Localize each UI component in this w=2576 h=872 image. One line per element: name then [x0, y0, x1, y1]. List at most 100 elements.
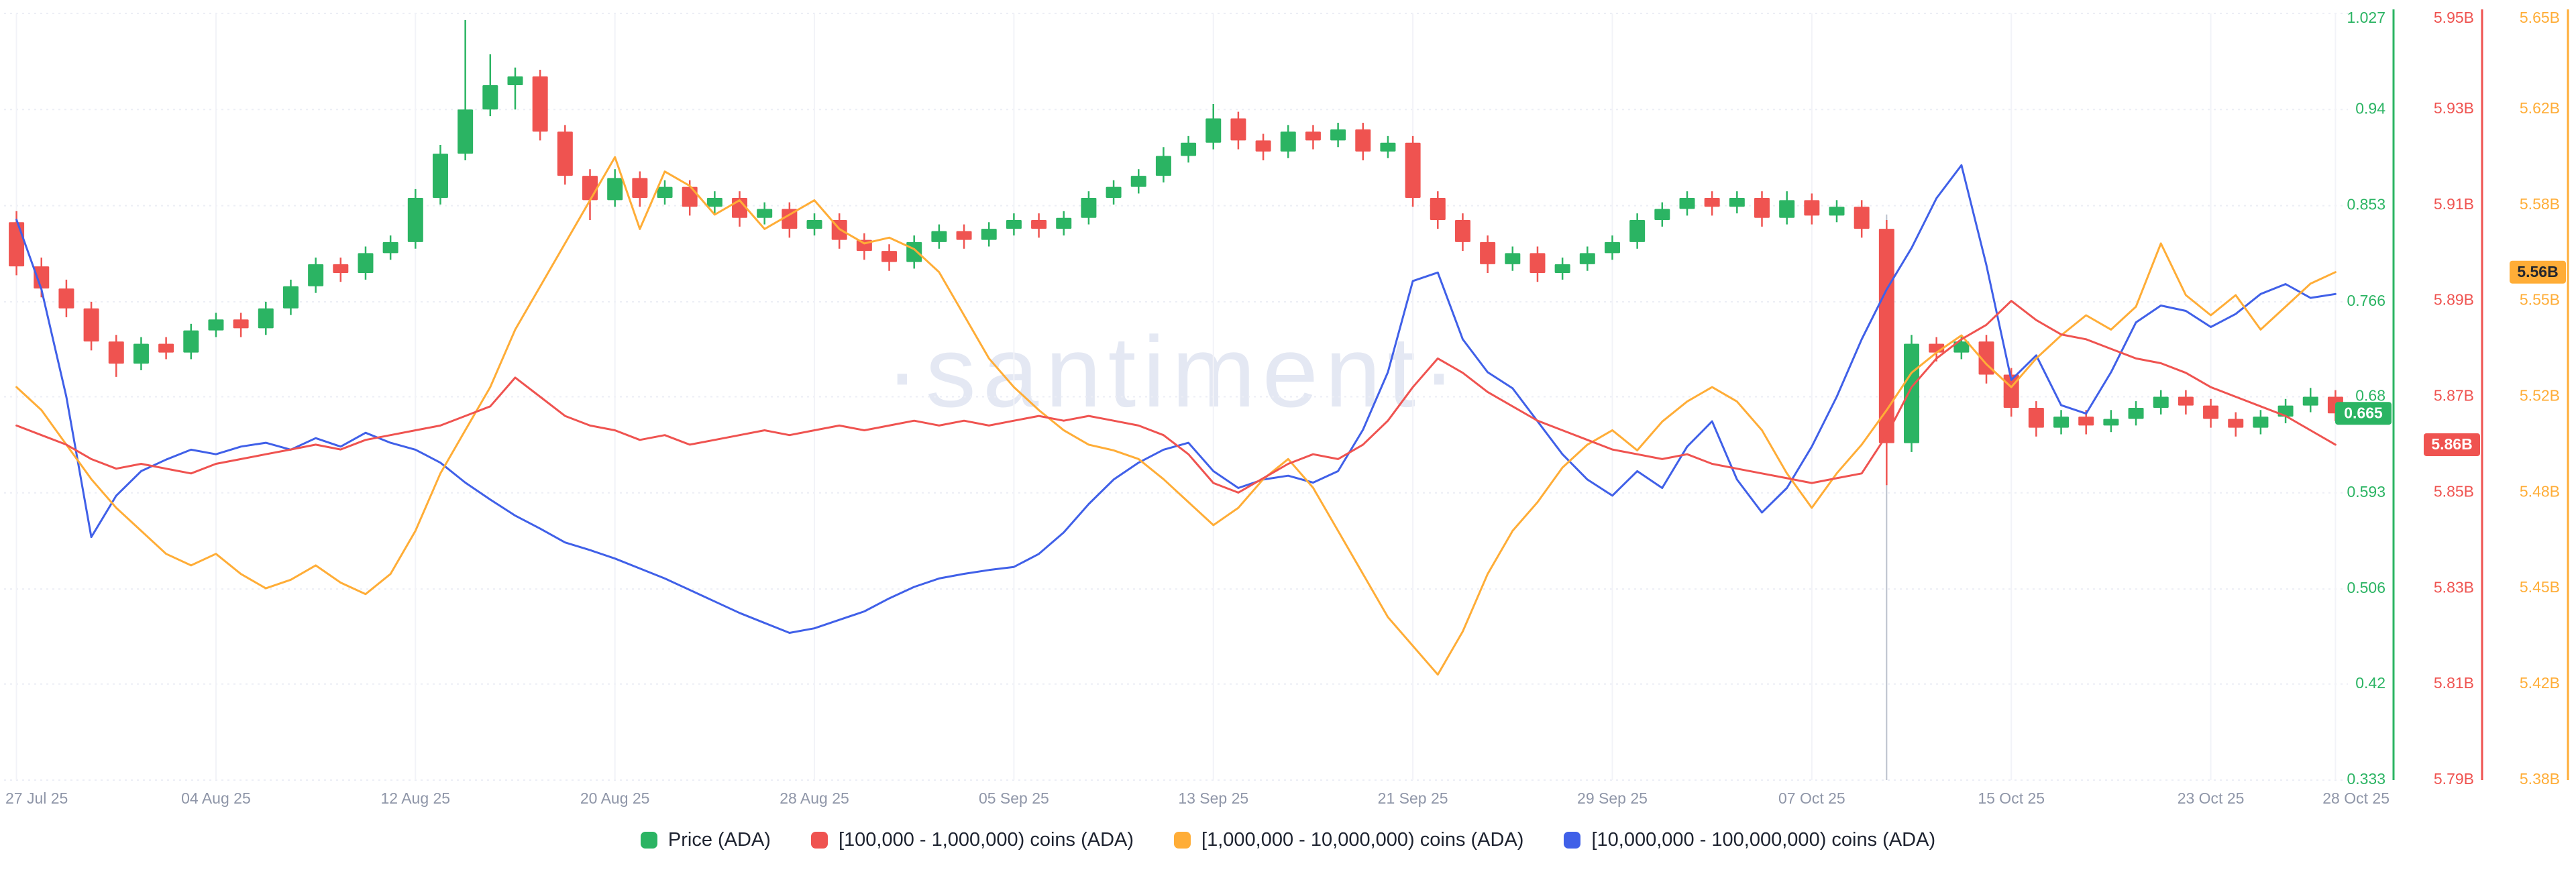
- candle-body[interactable]: [981, 229, 997, 240]
- price-candlestick-series[interactable]: [9, 19, 2343, 486]
- candle-body[interactable]: [782, 209, 798, 229]
- candle-body[interactable]: [2078, 417, 2094, 426]
- candle-body[interactable]: [582, 176, 598, 201]
- axis-tick-label: 5.52B: [2520, 386, 2560, 404]
- candle-body[interactable]: [1355, 129, 1371, 152]
- candle-body[interactable]: [1854, 207, 1870, 229]
- candle-body[interactable]: [1130, 176, 1146, 187]
- candle-body[interactable]: [757, 209, 773, 218]
- candle-body[interactable]: [158, 343, 174, 353]
- candle-body[interactable]: [333, 264, 349, 274]
- candle-body[interactable]: [1554, 264, 1570, 274]
- candle-body[interactable]: [1380, 142, 1396, 152]
- candle-body[interactable]: [432, 154, 448, 199]
- candle-body[interactable]: [9, 222, 25, 267]
- candle-body[interactable]: [881, 251, 898, 262]
- candle-body[interactable]: [1031, 219, 1047, 229]
- series-line-1m-10m[interactable]: [15, 156, 2337, 676]
- candle-body[interactable]: [507, 76, 523, 86]
- candle-body[interactable]: [1729, 198, 1745, 207]
- candle-body[interactable]: [1181, 142, 1197, 156]
- candle-body[interactable]: [1505, 253, 1521, 264]
- candle-body[interactable]: [1405, 142, 1421, 199]
- candle-body[interactable]: [2203, 405, 2219, 419]
- candle-body[interactable]: [233, 319, 249, 329]
- candle-body[interactable]: [2153, 396, 2169, 408]
- candle-body[interactable]: [557, 131, 573, 176]
- candle-body[interactable]: [806, 219, 822, 229]
- candle-body[interactable]: [1056, 217, 1072, 229]
- candle-body[interactable]: [1454, 219, 1470, 242]
- series-line-10m-100m[interactable]: [15, 164, 2337, 634]
- candle-body[interactable]: [2053, 417, 2070, 428]
- candle-body[interactable]: [1155, 156, 1171, 176]
- candle-body[interactable]: [1654, 209, 1670, 220]
- candle-body[interactable]: [1230, 118, 1246, 141]
- candle-body[interactable]: [682, 186, 698, 207]
- legend-item[interactable]: [1,000,000 - 10,000,000) coins (ADA): [1174, 829, 1523, 851]
- axis-tick-label: 5.45B: [2520, 578, 2560, 596]
- candle-body[interactable]: [632, 178, 648, 199]
- axis-tick-label: 0.68: [2355, 387, 2385, 404]
- candle-body[interactable]: [1604, 241, 1620, 254]
- axis-tick-label: 5.58B: [2520, 195, 2560, 213]
- candle-body[interactable]: [282, 286, 299, 309]
- candle-body[interactable]: [1804, 200, 1820, 216]
- candle-body[interactable]: [1779, 200, 1795, 218]
- candle-body[interactable]: [2253, 417, 2269, 428]
- candle-body[interactable]: [34, 266, 50, 289]
- candle-body[interactable]: [1255, 140, 1271, 152]
- legend-item[interactable]: [10,000,000 - 100,000,000) coins (ADA): [1564, 829, 1935, 851]
- axis-tick-label: 5.91B: [2434, 195, 2474, 213]
- candle-body[interactable]: [2302, 396, 2318, 406]
- candle-body[interactable]: [1106, 186, 1122, 199]
- candle-body[interactable]: [2228, 419, 2244, 428]
- candle-body[interactable]: [482, 85, 498, 110]
- candle-body[interactable]: [58, 288, 74, 309]
- candle-body[interactable]: [1006, 219, 1022, 229]
- candle-body[interactable]: [1904, 343, 1920, 443]
- candle-body[interactable]: [607, 178, 623, 201]
- candle-body[interactable]: [2128, 407, 2144, 419]
- candle-body[interactable]: [706, 198, 722, 207]
- candle-body[interactable]: [108, 341, 124, 364]
- candle-body[interactable]: [1629, 219, 1646, 242]
- candle-body[interactable]: [956, 231, 972, 240]
- candle-body[interactable]: [906, 241, 922, 262]
- series-line-100k-1m[interactable]: [15, 300, 2337, 494]
- candle-body[interactable]: [458, 109, 474, 154]
- candle-body[interactable]: [2103, 419, 2119, 426]
- candle-body[interactable]: [208, 319, 224, 331]
- candle-body[interactable]: [133, 343, 149, 364]
- candle-body[interactable]: [358, 253, 374, 274]
- candle-body[interactable]: [1704, 198, 1720, 207]
- candle-body[interactable]: [1529, 253, 1546, 274]
- candle-body[interactable]: [1579, 253, 1595, 264]
- candle-body[interactable]: [1430, 198, 1446, 220]
- candle-body[interactable]: [532, 76, 548, 132]
- candle-body[interactable]: [183, 330, 199, 353]
- candle-body[interactable]: [1829, 207, 1845, 216]
- candle-body[interactable]: [83, 308, 99, 342]
- legend-item[interactable]: [100,000 - 1,000,000) coins (ADA): [810, 829, 1134, 851]
- axis-tick-label: 0.333: [2347, 770, 2385, 787]
- legend-item[interactable]: Price (ADA): [640, 829, 771, 851]
- candle-body[interactable]: [1205, 118, 1222, 143]
- candle-body[interactable]: [2028, 407, 2044, 428]
- candle-body[interactable]: [1754, 198, 1770, 218]
- candle-body[interactable]: [382, 241, 398, 254]
- candle-body[interactable]: [1280, 131, 1296, 152]
- candle-body[interactable]: [1679, 198, 1695, 209]
- candlestick-supply-chart[interactable]: 1.027 0.94 0.853 0.766 0.68 0.593 0.506 0.42 0.3…: [0, 0, 2576, 825]
- candle-body[interactable]: [308, 264, 324, 286]
- candle-body[interactable]: [657, 186, 673, 199]
- candle-body[interactable]: [1953, 341, 1970, 353]
- candle-body[interactable]: [1330, 129, 1346, 141]
- candle-body[interactable]: [1305, 131, 1321, 141]
- candle-body[interactable]: [1480, 241, 1496, 264]
- candle-body[interactable]: [258, 308, 274, 329]
- candle-body[interactable]: [1081, 198, 1097, 218]
- candle-body[interactable]: [2178, 396, 2194, 406]
- candle-body[interactable]: [931, 231, 947, 242]
- candle-body[interactable]: [407, 198, 423, 242]
